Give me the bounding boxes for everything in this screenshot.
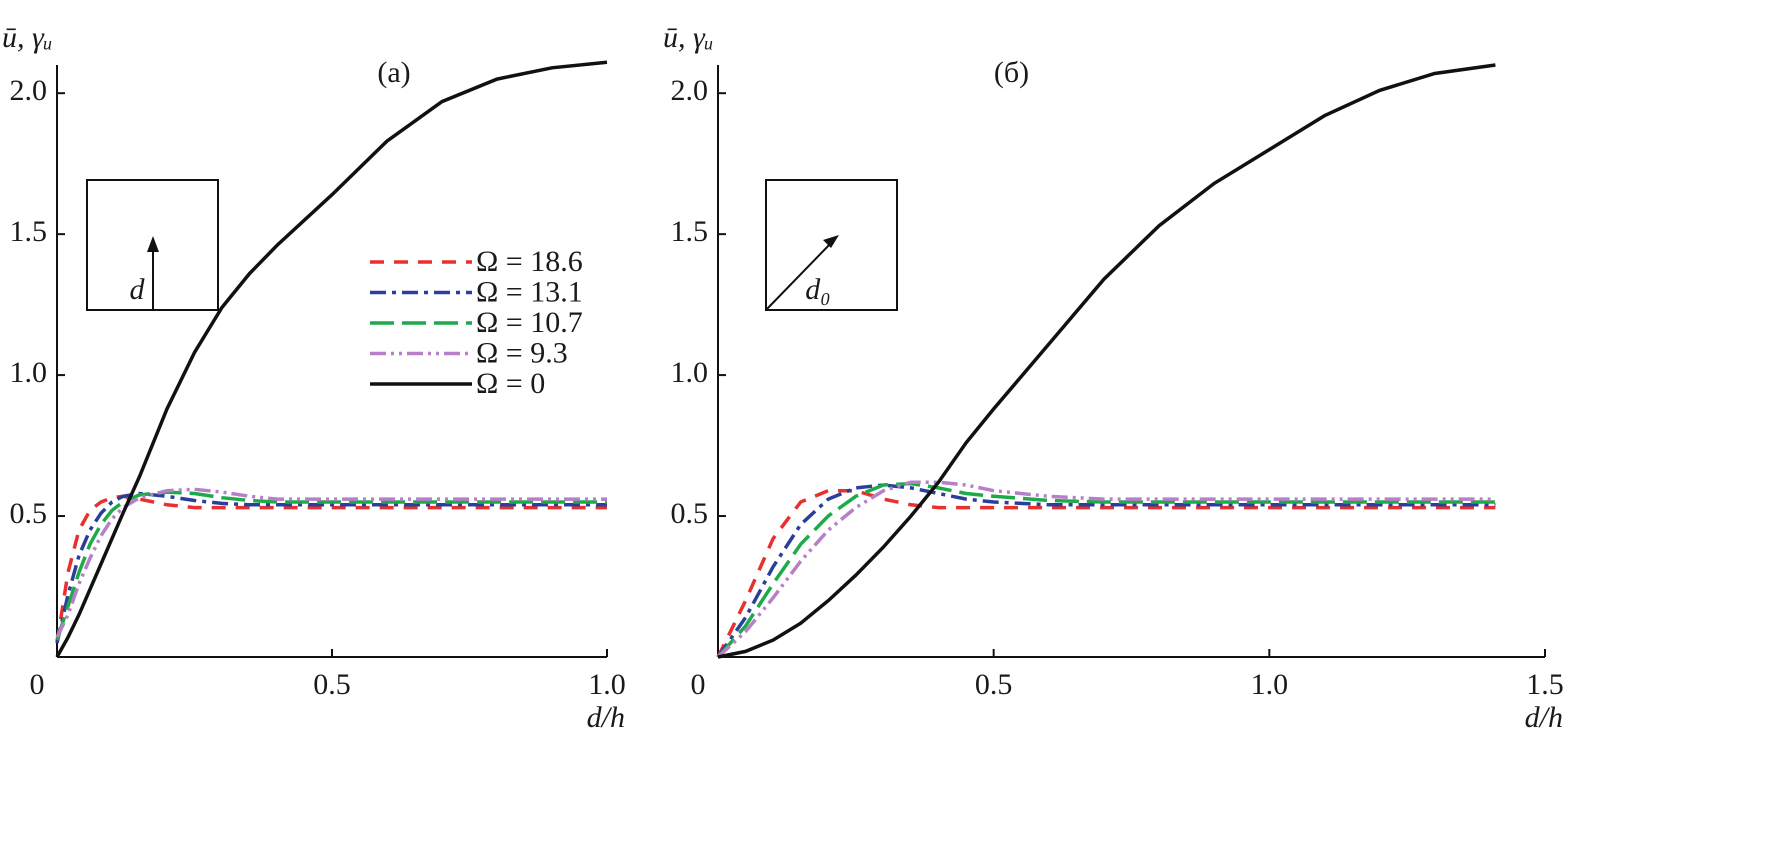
data-line <box>717 63 1496 659</box>
y-tick-label: 1.5 <box>10 215 48 248</box>
x-axis-label: d/h <box>587 701 625 734</box>
x-tick-label: 1.0 <box>588 668 626 701</box>
data-line <box>55 487 607 639</box>
legend-label: Ω = 9.3 <box>476 336 568 369</box>
y-tick-label: 0.5 <box>10 497 48 530</box>
x-tick-label: 0 <box>30 668 45 701</box>
legend-label: Ω = 13.1 <box>476 275 583 308</box>
inset-arrowhead <box>823 235 839 248</box>
inset-label: d₀ <box>805 273 830 306</box>
data-line <box>55 491 607 644</box>
x-axis-label: d/h <box>1525 701 1563 734</box>
x-tick-label: 0.5 <box>313 668 351 701</box>
legend-label: Ω = 0 <box>476 367 545 400</box>
data-line <box>55 490 607 641</box>
y-axis-label: ū, γᵤ <box>663 21 714 54</box>
y-tick-label: 2.0 <box>671 74 709 107</box>
y-axis-label: ū, γᵤ <box>2 21 53 54</box>
y-tick-label: 2.0 <box>10 74 48 107</box>
x-tick-label: 0 <box>691 668 706 701</box>
x-tick-label: 1.5 <box>1526 668 1564 701</box>
legend-label: Ω = 18.6 <box>476 245 583 278</box>
inset-arrowhead <box>147 236 159 252</box>
data-line <box>55 494 607 644</box>
y-tick-label: 1.5 <box>671 215 709 248</box>
y-tick-label: 0.5 <box>671 497 709 530</box>
inset-label: d <box>130 273 146 306</box>
x-tick-label: 0.5 <box>975 668 1013 701</box>
inset-arrow <box>765 241 833 311</box>
panel-label: (а) <box>377 56 410 89</box>
y-tick-label: 1.0 <box>10 356 48 389</box>
legend-label: Ω = 10.7 <box>476 306 583 339</box>
data-line <box>716 483 1496 659</box>
data-line <box>716 481 1496 659</box>
y-tick-label: 1.0 <box>671 356 709 389</box>
data-line <box>716 480 1496 659</box>
x-tick-label: 1.0 <box>1251 668 1289 701</box>
inset-box <box>765 179 898 311</box>
panel-label: (б) <box>994 56 1029 89</box>
data-line <box>716 488 1496 658</box>
data-line <box>55 60 608 658</box>
